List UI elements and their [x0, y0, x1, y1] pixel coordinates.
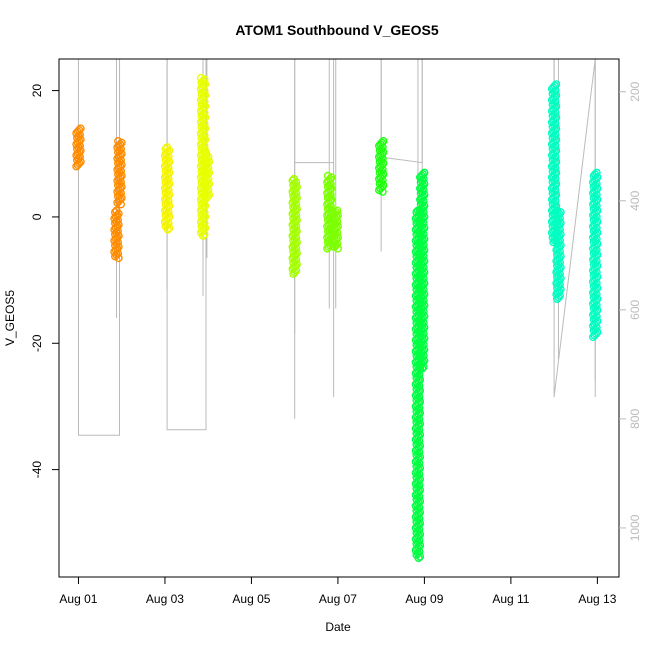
data-point [377, 138, 387, 147]
data-point [550, 81, 559, 90]
data-points-layer [72, 73, 602, 563]
plot-area-frame [58, 58, 620, 578]
data-point [379, 137, 388, 146]
x-axis-label: Date [325, 620, 351, 634]
data-point [323, 171, 333, 181]
right-y-tick-label: 800 [628, 409, 642, 429]
data-point [76, 124, 85, 133]
data-point [288, 176, 297, 185]
data-point [418, 170, 428, 179]
data-point [289, 174, 299, 184]
data-point [333, 206, 342, 215]
right-y-tick-label: 600 [628, 299, 642, 319]
y-tick-label: 0 [30, 213, 44, 220]
x-tick-label: Aug 03 [146, 592, 184, 606]
x-tick-label: Aug 01 [59, 592, 97, 606]
data-point [113, 137, 123, 146]
data-point [196, 73, 206, 83]
x-tick-label: Aug 07 [319, 592, 357, 606]
right-y-tick-label: 400 [628, 190, 642, 210]
data-point [161, 144, 170, 154]
series-segment [547, 80, 561, 247]
data-point [592, 168, 601, 177]
series-segment [200, 149, 214, 203]
right-y-axis: 200 400 600 800 1000 [619, 81, 642, 541]
series-segment [329, 206, 343, 253]
data-point [552, 80, 561, 89]
series-segment [588, 168, 602, 342]
y-tick-label: 20 [30, 84, 44, 98]
data-point [331, 208, 340, 217]
series-segment [552, 206, 565, 304]
y-tick-label: -20 [30, 334, 44, 352]
series-segment [160, 143, 174, 234]
background-trace-layer [77, 58, 596, 557]
series-segment [375, 137, 388, 196]
y-axis: 20 0 -20 -40 [30, 84, 59, 479]
x-tick-label: Aug 05 [232, 592, 270, 606]
x-tick-label: Aug 09 [405, 592, 443, 606]
data-point [420, 168, 429, 177]
x-tick-label: Aug 11 [492, 592, 529, 606]
right-y-tick-label: 1000 [628, 514, 642, 541]
series-segment [416, 168, 429, 373]
data-point [112, 206, 121, 215]
series-segment [110, 206, 123, 263]
data-point [552, 206, 562, 215]
y-tick-label: -40 [30, 461, 44, 479]
data-point [200, 151, 209, 160]
x-tick-label: Aug 13 [578, 592, 616, 606]
series-segment [113, 137, 126, 209]
data-point [202, 149, 211, 158]
right-y-tick-label: 200 [628, 81, 642, 101]
series-segment [288, 174, 301, 278]
data-point [110, 208, 120, 217]
series-segment [72, 124, 85, 171]
x-axis: Aug 01 Aug 03 Aug 05 Aug 07 Aug 09 Aug 11 Aug … [59, 576, 617, 606]
data-point [75, 126, 84, 135]
chart-title: ATOM1 Southbound V_GEOS5 [235, 22, 438, 38]
y-axis-label: V_GEOS5 [3, 290, 17, 346]
data-point [163, 143, 172, 152]
data-point [591, 170, 600, 179]
